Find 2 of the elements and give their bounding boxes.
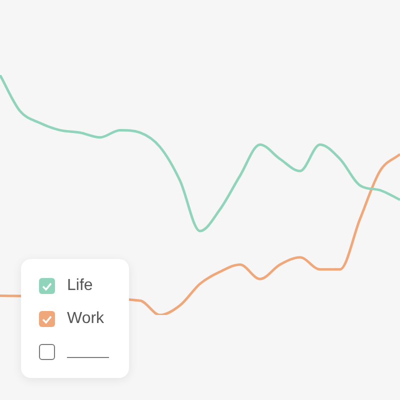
legend-label: Life bbox=[67, 276, 93, 294]
legend-label: Work bbox=[67, 310, 104, 328]
